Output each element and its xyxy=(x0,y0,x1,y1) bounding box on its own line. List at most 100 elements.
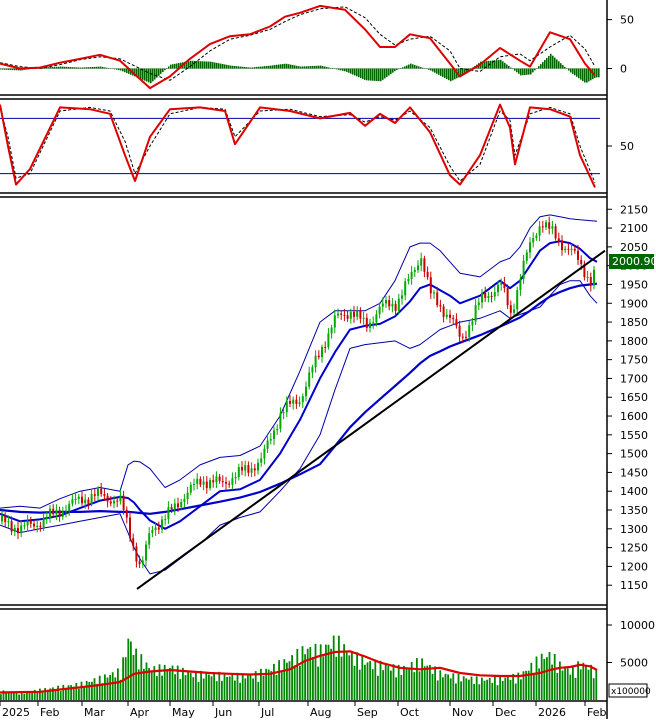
macd-histogram-bar xyxy=(74,67,76,69)
macd-histogram-bar xyxy=(338,68,340,70)
volume-bar xyxy=(262,675,265,700)
volume-bar xyxy=(366,662,369,700)
macd-histogram-bar xyxy=(82,67,84,69)
volume-bar xyxy=(325,644,327,700)
macd-histogram-bar xyxy=(306,66,308,69)
candle-body xyxy=(410,271,413,279)
candle-body xyxy=(500,282,503,285)
volume-bar xyxy=(470,676,473,700)
macd-histogram-bar xyxy=(76,67,78,69)
volume-bar xyxy=(345,652,348,700)
volume-bar xyxy=(582,662,585,700)
macd-histogram-bar xyxy=(552,55,554,69)
macd-histogram-bar xyxy=(304,66,306,69)
candle-body xyxy=(74,498,77,500)
volume-bar xyxy=(418,671,421,700)
macd-histogram-bar xyxy=(324,66,326,69)
candle-body xyxy=(154,527,157,530)
volume-bar xyxy=(57,685,59,700)
macd-histogram-bar xyxy=(142,68,144,80)
macd-histogram-bar xyxy=(72,67,74,69)
volume-bar xyxy=(111,672,114,700)
volume-bar xyxy=(15,691,18,700)
macd-histogram-bar xyxy=(214,62,216,69)
macd-histogram-bar xyxy=(504,62,506,69)
x-axis-label-7: Aug xyxy=(310,706,331,719)
candle-body xyxy=(340,313,343,315)
candle-body xyxy=(573,248,576,251)
candle-body xyxy=(333,315,336,328)
candle-body xyxy=(141,560,144,564)
candle-body xyxy=(55,510,58,515)
macd-histogram-bar xyxy=(166,68,168,69)
volume-bar xyxy=(496,685,499,700)
price-axis-tick-label-10: 1650 xyxy=(620,391,648,404)
macd-histogram-bar xyxy=(300,66,302,69)
volume-bar xyxy=(587,669,590,700)
volume-bar xyxy=(192,677,195,700)
candle-body xyxy=(106,495,109,502)
macd-histogram-bar xyxy=(538,66,540,69)
volume-bar xyxy=(145,662,148,700)
candle-body xyxy=(452,317,455,320)
candle-body xyxy=(589,277,592,286)
macd-histogram-bar xyxy=(226,64,228,69)
x-axis-label-4: May xyxy=(172,706,195,719)
candle-body xyxy=(577,250,579,260)
candle-body xyxy=(84,499,87,504)
macd-histogram-bar xyxy=(356,68,358,77)
macd-histogram-bar xyxy=(444,68,446,79)
price-axis-tick-label-14: 1450 xyxy=(620,466,648,479)
candle-body xyxy=(237,467,240,478)
volume-bar xyxy=(291,655,293,700)
volume-bar xyxy=(408,667,410,700)
volume-bar xyxy=(202,678,205,700)
macd-histogram-bar xyxy=(150,68,152,84)
volume-bar xyxy=(215,681,218,700)
volume-bar xyxy=(535,656,538,700)
x-axis-label-13: Feb xyxy=(587,706,606,719)
volume-bar xyxy=(234,680,236,700)
macd-histogram-bar xyxy=(94,66,96,69)
macd-histogram-bar xyxy=(590,68,592,81)
candle-body xyxy=(266,440,269,449)
macd-histogram-bar xyxy=(2,68,4,70)
macd-histogram-bar xyxy=(434,68,436,73)
candle-body xyxy=(225,481,227,484)
candle-body xyxy=(39,525,42,528)
macd-histogram-bar xyxy=(422,67,424,69)
candle-body xyxy=(148,533,151,545)
macd-histogram-bar xyxy=(548,55,550,69)
volume-bar xyxy=(403,665,405,700)
volume-bar xyxy=(465,678,468,700)
macd-histogram-bar xyxy=(100,66,102,69)
macd-histogram-bar xyxy=(596,68,598,78)
x-axis-label-11: Dec xyxy=(495,706,516,719)
candle-body xyxy=(241,467,243,471)
candle-body xyxy=(314,355,317,368)
volume-bar xyxy=(0,694,2,700)
volume-bar xyxy=(358,669,361,700)
volume-bar xyxy=(286,662,288,700)
volume-panel: 10000 5000 xyxy=(0,619,655,700)
macd-histogram-bar xyxy=(50,67,52,69)
volume-bar xyxy=(189,672,192,700)
candle-body xyxy=(445,314,448,317)
macd-histogram-bar xyxy=(198,61,200,69)
volume-bar xyxy=(96,683,98,700)
candle-body xyxy=(49,508,51,518)
candle-body xyxy=(436,292,439,306)
candle-body xyxy=(29,520,32,524)
volume-bar xyxy=(447,674,449,700)
volume-bar xyxy=(231,674,234,700)
macd-line xyxy=(0,4,596,90)
volume-bar xyxy=(166,669,169,700)
macd-histogram-bar xyxy=(328,67,330,69)
volume-bar xyxy=(119,679,122,700)
macd-histogram-bar xyxy=(406,65,408,69)
price-axis-tick-label-1: 2100 xyxy=(620,222,648,235)
macd-histogram-bar xyxy=(110,68,112,70)
candle-body xyxy=(180,501,183,508)
bollinger-middle-line xyxy=(0,240,598,530)
macd-histogram-bar xyxy=(500,59,502,69)
